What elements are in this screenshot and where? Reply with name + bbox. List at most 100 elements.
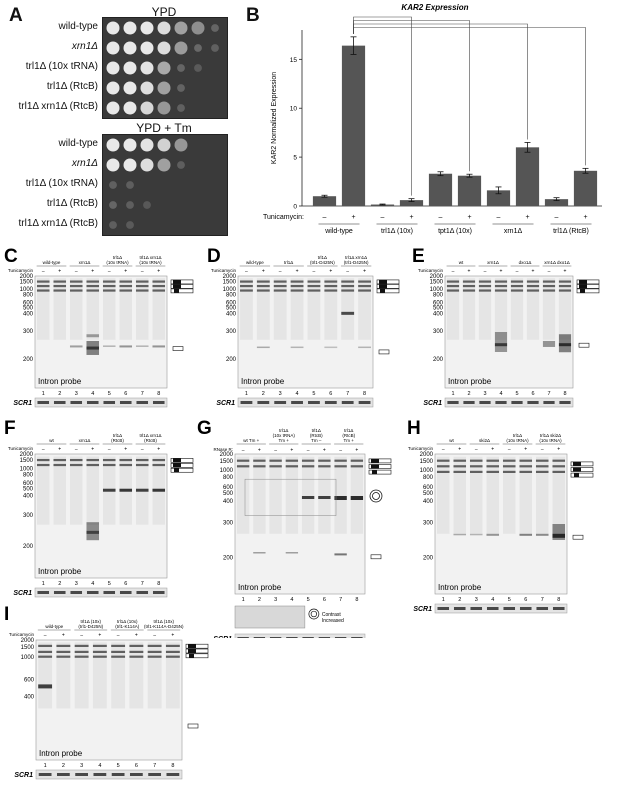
band	[119, 458, 133, 462]
colony-spot	[140, 81, 154, 95]
lane-number: 4	[91, 581, 94, 587]
group-label: (10x tRNA)	[106, 260, 129, 265]
band	[542, 284, 556, 288]
band	[56, 644, 71, 647]
transcript-schematic	[170, 458, 194, 463]
scr1-band	[70, 591, 83, 594]
lane-mark: +	[524, 447, 527, 453]
mw-marker: 1000	[20, 466, 34, 472]
band	[236, 459, 250, 462]
band	[38, 684, 53, 689]
transcript-schematic	[570, 461, 594, 467]
schematic-exon	[173, 284, 181, 289]
scr1-strip	[434, 603, 568, 614]
band	[165, 644, 180, 647]
lane-smear	[301, 456, 315, 534]
group-label: trl1Δ ski2Δ	[540, 433, 561, 438]
band	[256, 289, 270, 292]
band	[129, 644, 144, 647]
scr1-band	[136, 401, 149, 404]
lane-number: 6	[124, 391, 127, 397]
lane-mark: +	[491, 447, 494, 453]
mw-marker: 1500	[430, 280, 444, 286]
band	[119, 345, 133, 348]
lane-mark: +	[124, 269, 127, 275]
scr1-band	[437, 607, 450, 610]
colony-spot	[177, 161, 185, 169]
blot-membrane	[34, 453, 168, 579]
colony-spot	[194, 64, 202, 72]
colony-spot	[123, 158, 137, 172]
band	[147, 655, 162, 658]
transcript-schematic	[376, 279, 400, 285]
strain-label: xrn1Δ	[71, 41, 98, 52]
lane-number: 4	[296, 391, 299, 397]
lane-mark: –	[117, 633, 120, 639]
band	[53, 463, 67, 467]
group-label: (trl1-D425N)	[344, 260, 369, 265]
colony-spot	[177, 84, 185, 92]
lane-number: 5	[515, 391, 518, 397]
lane-mark: –	[153, 633, 156, 639]
lane-mark: –	[541, 447, 544, 453]
band	[69, 280, 83, 283]
mw-marker: 2000	[430, 274, 444, 280]
band	[273, 289, 287, 292]
scr1-band	[527, 401, 539, 404]
treatment-mark: –	[381, 214, 385, 221]
band	[53, 284, 67, 288]
band	[436, 465, 450, 468]
comparison-line	[353, 23, 528, 140]
band	[36, 463, 50, 467]
scr1-band	[511, 401, 523, 404]
scr1-strip	[35, 769, 183, 780]
band	[486, 470, 500, 473]
lane-mark: +	[91, 447, 94, 453]
mw-marker: 1500	[220, 459, 234, 465]
lane-number: 2	[258, 597, 261, 603]
lane-smear	[358, 278, 371, 340]
lane-smear	[74, 642, 89, 709]
lane-mark: +	[329, 269, 332, 275]
lane-smear	[552, 456, 566, 534]
group-label: trl1Δ	[113, 255, 122, 260]
colony-spot	[174, 21, 188, 35]
scr1-band	[136, 591, 149, 594]
plate-ypd-tm	[102, 134, 228, 236]
scr1-band	[53, 591, 66, 594]
lane-smear	[102, 278, 116, 340]
scr1-strip	[444, 397, 574, 408]
circular-rna-icon	[369, 489, 383, 503]
transcript-schematic	[576, 284, 600, 289]
lane-smear	[119, 278, 133, 340]
band	[119, 284, 133, 288]
lane-mark: –	[245, 269, 248, 275]
colony-spot	[106, 158, 120, 172]
scr1-band	[237, 637, 249, 640]
schematic-exon	[579, 284, 587, 289]
scr1-band	[269, 637, 282, 640]
band	[358, 289, 371, 292]
group-label: (10x tRNA)	[506, 438, 529, 443]
band	[135, 488, 149, 492]
lane-number: 8	[355, 597, 358, 603]
group-label: xrn1Δ dxo1Δ	[544, 260, 570, 265]
mw-marker: 500	[223, 491, 234, 497]
lane-mark: –	[508, 447, 511, 453]
mw-marker: 800	[423, 475, 434, 481]
mw-marker: 400	[223, 499, 234, 505]
colony-spot	[140, 41, 154, 55]
band	[350, 465, 364, 468]
mw-marker: 1000	[420, 468, 434, 474]
mw-marker: 400	[226, 312, 237, 318]
band	[152, 458, 166, 462]
band	[111, 644, 126, 647]
transcript-schematic	[170, 284, 194, 289]
scr1-band	[38, 773, 52, 776]
lane-smear	[38, 642, 53, 709]
lane-mark: –	[75, 447, 78, 453]
group-label: trl1Δ (10x)	[117, 619, 138, 624]
bar	[573, 170, 598, 206]
colony-spot	[174, 138, 188, 152]
